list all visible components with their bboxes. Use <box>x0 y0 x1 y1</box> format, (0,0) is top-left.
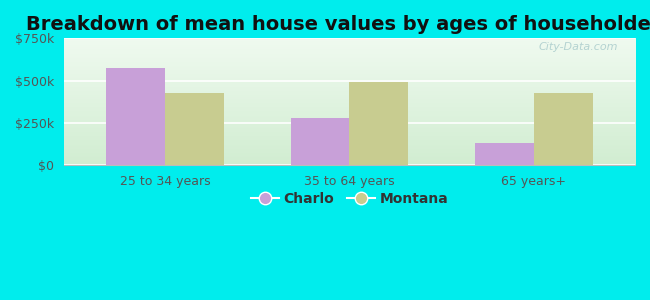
Bar <box>474 143 534 165</box>
Legend: Charlo, Montana: Charlo, Montana <box>245 186 454 211</box>
Bar <box>107 68 165 165</box>
Bar <box>291 118 350 165</box>
Text: City-Data.com: City-Data.com <box>538 42 618 52</box>
Bar <box>534 93 593 165</box>
Bar <box>350 82 408 165</box>
Bar <box>165 93 224 165</box>
Title: Breakdown of mean house values by ages of householders: Breakdown of mean house values by ages o… <box>27 15 650 34</box>
